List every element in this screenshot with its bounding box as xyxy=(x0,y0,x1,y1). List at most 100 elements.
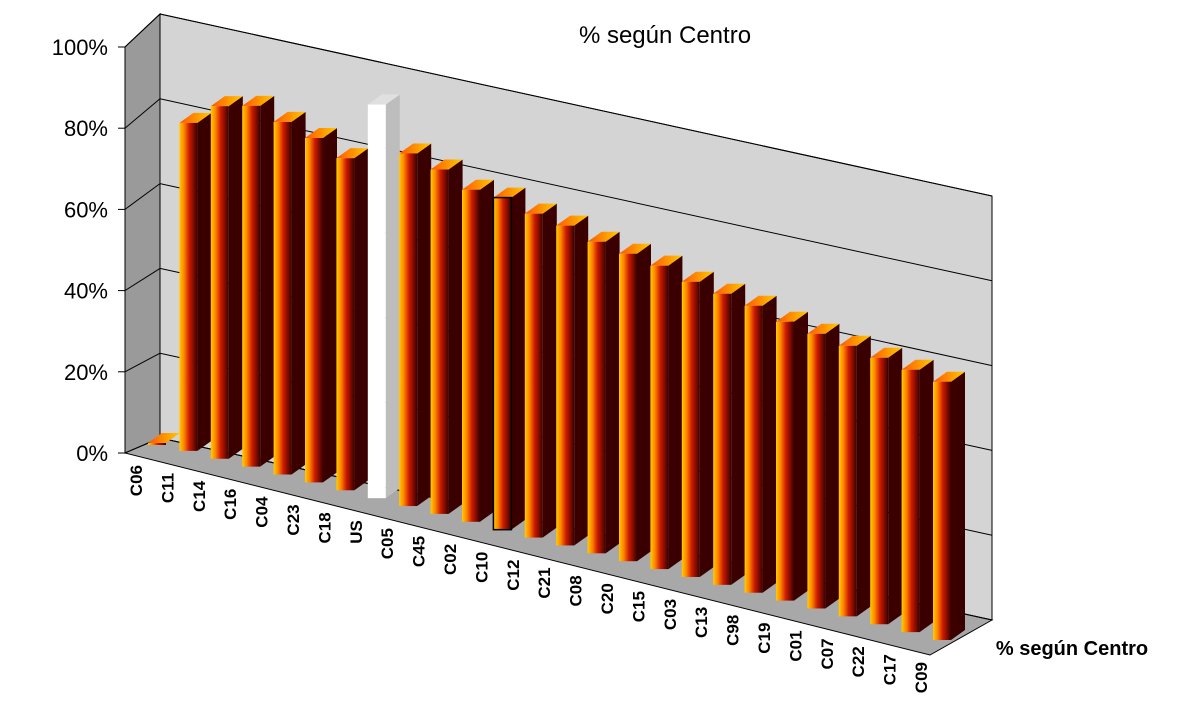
x-tick-label: C08 xyxy=(567,575,586,606)
bar-front xyxy=(336,158,355,491)
x-tick-label: C16 xyxy=(221,489,240,520)
bar-front xyxy=(430,169,449,514)
bar-front xyxy=(462,189,480,522)
x-tick-label: C15 xyxy=(629,591,648,622)
x-tick-label: C07 xyxy=(818,638,837,669)
bar-C05 xyxy=(399,143,432,507)
bar-top xyxy=(524,203,557,214)
bar-side xyxy=(888,347,903,625)
bar-side xyxy=(197,112,212,451)
bar-front xyxy=(305,138,323,483)
chart-title: % según Centro xyxy=(579,22,751,49)
x-tick-label: C21 xyxy=(535,567,554,598)
bar-side xyxy=(856,335,871,617)
bar-side xyxy=(637,243,651,562)
bar-side xyxy=(323,128,337,483)
x-tick-label: C13 xyxy=(692,607,711,638)
x-tick-label: C23 xyxy=(284,504,303,535)
bar-C01 xyxy=(807,323,840,609)
bar-C17 xyxy=(901,359,934,633)
bar-C98 xyxy=(744,295,777,593)
x-tick-label: C02 xyxy=(441,544,460,575)
y-tick-label: 20% xyxy=(64,360,108,385)
bar-top xyxy=(838,335,871,346)
x-tick-label: C17 xyxy=(881,654,900,685)
bar-C13 xyxy=(713,283,746,585)
x-tick-label: C10 xyxy=(472,552,491,583)
bar-C10 xyxy=(492,187,526,531)
y-tick-label: 0% xyxy=(76,441,108,466)
x-tick-label: C12 xyxy=(504,560,523,591)
bar-side xyxy=(260,95,275,467)
bar-top xyxy=(273,111,306,122)
y-tick-label: 100% xyxy=(52,35,108,60)
bar-top xyxy=(587,231,620,242)
bar-side xyxy=(825,323,840,609)
bar-side xyxy=(354,148,369,491)
x-tick-label: US xyxy=(347,520,366,544)
bar-side xyxy=(794,311,808,601)
bar-C08 xyxy=(587,231,620,554)
x-tick-label: C01 xyxy=(786,630,805,661)
gridline-side xyxy=(124,267,161,292)
gridline-side xyxy=(124,98,161,129)
bar-top xyxy=(713,283,746,294)
bar-side xyxy=(605,231,620,554)
bar-C20 xyxy=(619,243,651,562)
gridline-side xyxy=(124,13,161,48)
bar-front xyxy=(619,253,637,562)
bar-side xyxy=(542,203,557,538)
bar-C45 xyxy=(430,159,463,514)
bar-front xyxy=(273,121,292,475)
bar-C21 xyxy=(556,215,589,546)
bar-front xyxy=(713,293,732,585)
bar-C11 xyxy=(179,112,212,451)
bar-C03 xyxy=(681,271,714,577)
bar-C14 xyxy=(210,96,243,459)
x-axis-ticks: C06 C11 C14 C16 C04 C23 C18 US C05 C45 C02 C10 C12 C2… xyxy=(127,465,931,693)
bar-top xyxy=(619,243,651,254)
bar-front xyxy=(148,443,166,445)
bar-top xyxy=(399,143,432,154)
bar-top xyxy=(367,94,400,105)
bar-top xyxy=(870,347,903,358)
x-tick-label: C45 xyxy=(410,536,429,567)
bar-top xyxy=(650,255,683,266)
bar-top xyxy=(556,215,589,226)
bar-C07 xyxy=(838,335,871,617)
x-tick-label: C22 xyxy=(849,646,868,677)
bar-front xyxy=(242,105,261,467)
bar-top xyxy=(807,323,840,334)
bar-top xyxy=(148,433,180,443)
bar-top xyxy=(179,112,212,123)
bar-front xyxy=(556,225,575,546)
bar-C04 xyxy=(273,111,306,475)
bar-top xyxy=(430,159,463,170)
x-tick-label: C14 xyxy=(190,480,209,512)
bar-C16 xyxy=(242,95,275,467)
x-tick-label: C04 xyxy=(253,496,272,528)
bar-front xyxy=(807,333,826,609)
bar-C15 xyxy=(650,255,683,570)
bar-top xyxy=(336,148,369,159)
bar-front xyxy=(650,265,669,570)
x-tick-label: C06 xyxy=(127,465,146,496)
x-tick-label: C18 xyxy=(315,512,334,543)
bar-top xyxy=(210,96,243,107)
bar-top xyxy=(242,95,275,106)
bar-C12 xyxy=(524,203,557,538)
x-tick-label: C05 xyxy=(378,528,397,559)
left-wall xyxy=(124,12,161,454)
x-tick-label: C11 xyxy=(158,473,177,503)
y-tick-label: 80% xyxy=(64,116,108,141)
bar-side xyxy=(919,359,934,633)
x-tick-label: C98 xyxy=(724,615,743,646)
bar-C23 xyxy=(305,128,337,483)
series-axis-label: % según Centro xyxy=(996,638,1148,660)
bars xyxy=(148,94,965,640)
bar-US xyxy=(367,94,400,499)
bar-front xyxy=(492,196,513,531)
bar-side xyxy=(417,143,432,507)
bar-C02 xyxy=(462,179,494,522)
